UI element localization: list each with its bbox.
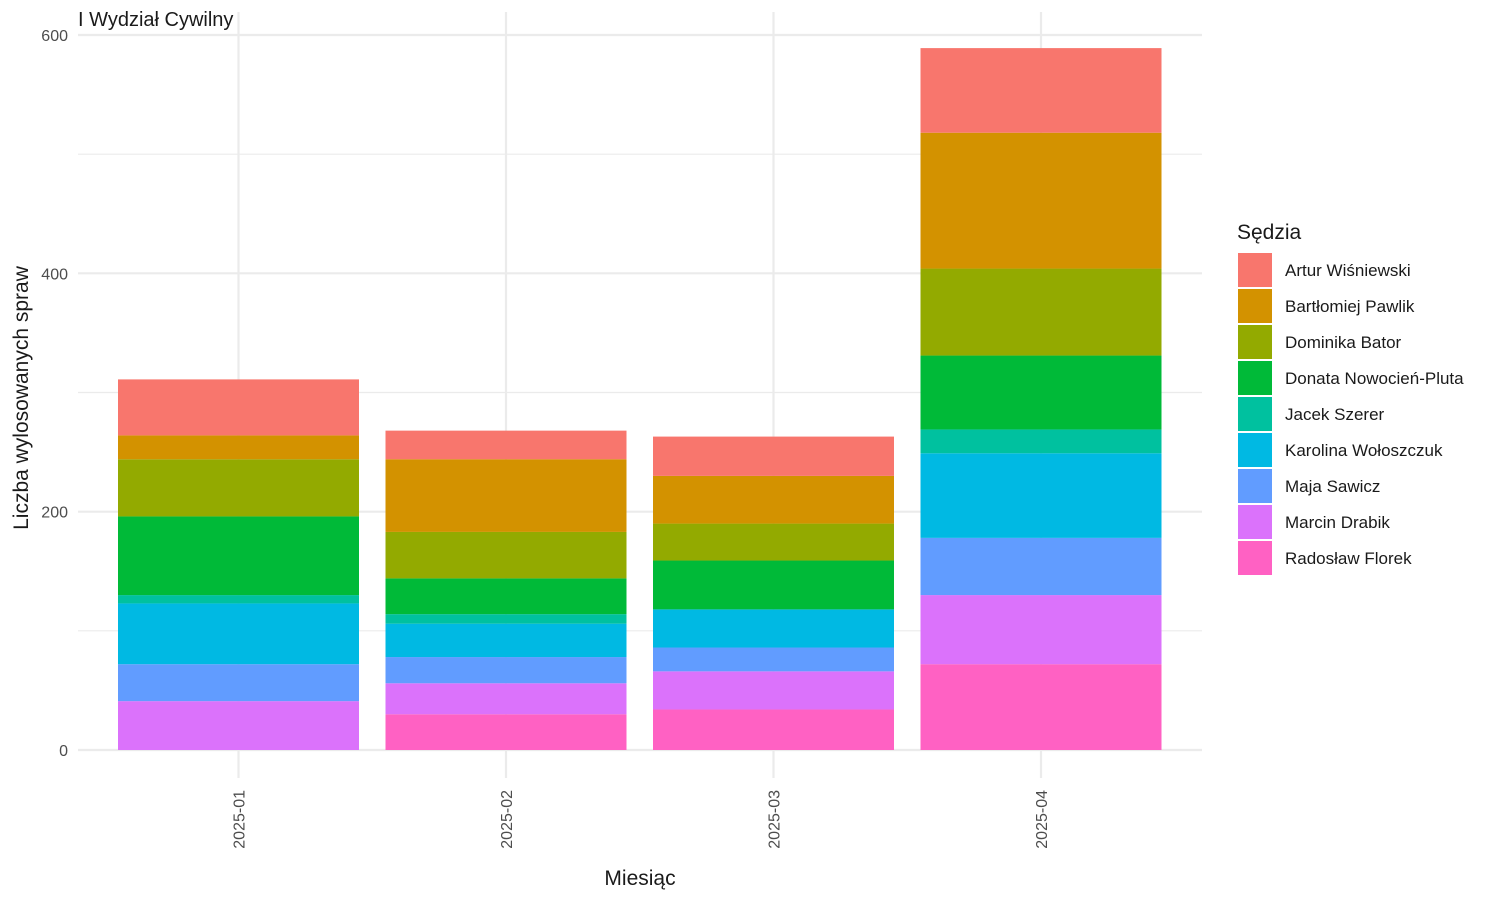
x-axis-ticks: 2025-01 2025-02 2025-03 2025-04	[232, 790, 1052, 849]
legend-label: Dominika Bator	[1285, 333, 1402, 352]
bar-segment	[920, 595, 1162, 665]
bar-segment	[385, 614, 627, 624]
bar-segment	[385, 623, 627, 658]
legend-swatch	[1238, 541, 1272, 575]
legend: Sędzia Artur Wiśniewski Bartłomiej Pawlik…	[1237, 221, 1464, 575]
bar-segment	[385, 683, 627, 715]
bar-segment	[653, 523, 894, 561]
legend-label: Donata Nowocień-Pluta	[1285, 369, 1464, 388]
legend-swatch	[1238, 325, 1272, 359]
bar-segment	[653, 647, 894, 672]
bar-segment	[118, 379, 359, 436]
bar-segment	[920, 429, 1162, 454]
bar-segment	[653, 609, 894, 648]
chart-title: I Wydział Cywilny	[78, 9, 233, 31]
y-tick-label: 0	[59, 743, 68, 760]
legend-swatch	[1238, 505, 1272, 539]
bar-segment	[920, 132, 1162, 269]
legend-swatch	[1238, 397, 1272, 431]
legend-swatch	[1238, 289, 1272, 323]
y-tick-label: 200	[41, 505, 68, 522]
bar-segment	[385, 430, 627, 460]
bar-segment	[118, 516, 359, 596]
legend-label: Maja Sawicz	[1285, 477, 1380, 496]
legend-label: Marcin Drabik	[1285, 513, 1390, 532]
y-axis-ticks: 0 200 400 600	[41, 28, 68, 760]
legend-swatch	[1238, 469, 1272, 503]
legend-label: Bartłomiej Pawlik	[1285, 297, 1415, 316]
legend-swatch	[1238, 433, 1272, 467]
bar-segment	[920, 48, 1162, 133]
bar-segment	[118, 595, 359, 604]
x-tick-label: 2025-03	[767, 790, 784, 849]
bars	[118, 48, 1162, 750]
bar-segment	[653, 436, 894, 476]
legend-label: Artur Wiśniewski	[1285, 261, 1411, 280]
bar-segment	[118, 459, 359, 517]
bar-segment	[920, 268, 1162, 356]
bar-segment	[118, 435, 359, 460]
bar-segment	[118, 603, 359, 665]
legend-label: Radosław Florek	[1285, 549, 1412, 568]
bar-segment	[385, 459, 627, 532]
bar-segment	[653, 560, 894, 610]
bar-segment	[385, 578, 627, 615]
legend-label: Karolina Wołoszczuk	[1285, 441, 1443, 460]
x-tick-label: 2025-02	[499, 790, 516, 849]
bar-segment	[920, 355, 1162, 430]
bar-segment	[118, 701, 359, 750]
bar-segment	[385, 531, 627, 579]
legend-label: Jacek Szerer	[1285, 405, 1385, 424]
x-axis-title: Miesiąc	[604, 867, 675, 890]
bar-segment	[920, 537, 1162, 596]
bar-segment	[920, 664, 1162, 750]
bar-segment	[920, 453, 1162, 538]
legend-swatch	[1238, 361, 1272, 395]
x-tick-label: 2025-01	[232, 790, 249, 849]
bar-segment	[118, 664, 359, 702]
y-tick-label: 600	[41, 28, 68, 45]
y-axis-title: Liczba wylosowanych spraw	[10, 265, 33, 530]
bar-segment	[653, 671, 894, 710]
bar-segment	[653, 475, 894, 524]
bar-segment	[385, 657, 627, 684]
x-tick-label: 2025-04	[1034, 790, 1051, 849]
y-tick-label: 400	[41, 266, 68, 283]
legend-title: Sędzia	[1237, 221, 1302, 244]
legend-swatch	[1238, 253, 1272, 287]
bar-segment	[385, 714, 627, 750]
bar-segment	[653, 709, 894, 750]
